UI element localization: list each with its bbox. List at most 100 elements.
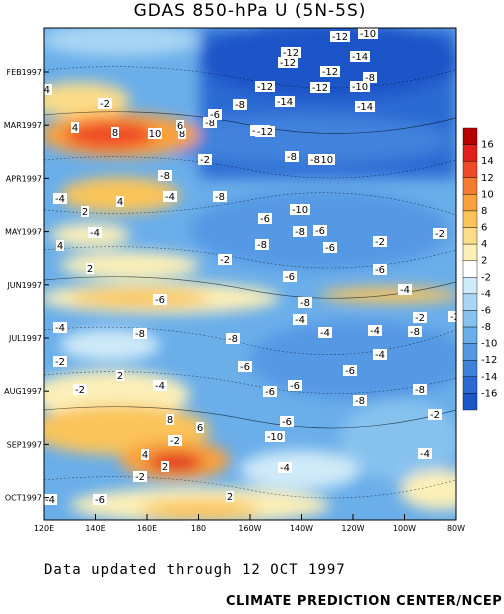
contour-label: -4 [53,322,67,334]
contour-label-box [358,28,378,39]
contour-label-box [213,191,227,202]
x-tick-label: 160W [238,524,261,533]
contour-label: -4 [53,193,67,205]
contour-label-text: -8 [287,152,297,163]
contour-label-text: -2 [135,472,145,483]
contour-label: -4 [318,327,332,339]
contour-label-box [226,491,234,502]
contour-label-box [363,72,377,83]
contour-label-box [133,471,147,482]
contour-label-box [178,128,186,139]
contour-label-box [285,151,299,162]
colorbar-label: 12 [481,173,494,184]
colorbar-label: -6 [481,305,491,316]
contour-label: -10 [290,204,310,216]
contour-label-text: -4 [55,194,65,205]
contour-label-text: -8 [215,192,225,203]
contour-label: -12 [278,57,298,69]
contour-label-text: -10 [317,155,333,166]
colorbar-label: 16 [481,140,494,151]
contour-label-text: -10 [352,82,368,93]
contour-label-text: 4 [57,241,63,252]
contour-label-box [350,81,370,92]
contour-label-box [196,422,204,433]
contour-label-text: -8 [310,155,320,166]
contour-label: -2 [98,98,112,110]
contour-label-box [330,31,350,42]
colorbar-label: -10 [481,339,497,350]
data-updated-note: Data updated through 12 OCT 1997 [44,562,346,578]
contour-label-box [413,384,427,395]
contour-label-text: -8 [410,327,420,338]
contour-label-text: 8 [112,128,118,139]
contour-label-box [116,196,124,207]
contour-label-box [233,99,247,110]
y-tick-label: MAY1997 [5,228,42,237]
contour-label: 2 [226,491,234,503]
contour-label-box [318,327,332,338]
contour-label-box [353,395,367,406]
contour-label-text: -4 [375,350,385,361]
contour-label-text: -6 [290,381,300,392]
contour-label: -4 [368,325,382,337]
contour-label-text: -6 [315,226,325,237]
contour-label: -14 [355,101,375,113]
x-tick-label: 140W [290,524,313,533]
contour-label-text: -2 [55,357,65,368]
contour-label: -10 [315,154,335,166]
contour-label: 2 [86,263,94,275]
colorbar-swatch [462,360,478,378]
x-tick-label: 140E [85,524,105,533]
x-tick-label: 80W [447,524,465,533]
contour-label: -4 [293,314,307,326]
contour-label: -6 [283,271,297,283]
colorbar-label: 8 [481,206,487,217]
contour-label-box [281,47,301,58]
contour-label-box [161,461,169,472]
contour-label-text: -8 [228,334,238,345]
contour-label-box [278,462,292,473]
contour-label-text: -14 [357,102,373,113]
y-tick-label: MAR1997 [4,121,42,130]
x-tick-label: 160E [137,524,157,533]
contour-label-box [280,416,294,427]
y-tick-label: JUN1997 [6,281,42,290]
contour-label-box [355,101,375,112]
contour-label-text: -2 [220,255,230,266]
contour-label-box [313,225,327,236]
colorbar-label: -16 [481,388,497,399]
contour-label-box [93,494,107,505]
contour-label-box [218,254,232,265]
contour-label-text: -10 [267,432,283,443]
contour-label-box [226,333,240,344]
contour-label-text: -14 [352,52,368,63]
contour-label: -8 [363,72,377,84]
contour-label-text: -6 [95,495,105,506]
colorbar-label: -4 [481,289,491,300]
colorbar-swatch [462,243,478,261]
shaded-field: -12-10-12-12-14-12-10-8-12-12-14-14-12-8… [32,28,456,520]
contour-label-text: 4 [72,123,78,134]
contour-label: -8 [226,333,240,345]
colorbar-swatch [462,160,478,178]
contour-label: 8 [178,128,186,140]
contour-label: -8 [213,191,227,203]
colorbar-label: 6 [481,223,487,234]
contour-label-text: -8 [415,385,425,396]
contour-label: -4 [373,349,387,361]
y-axis: FEB1997 MAR1997 APR1997 MAY1997 JUN1997 JUL19… [4,68,49,503]
contour-label: -4 [88,227,102,239]
contour-label-box [433,228,447,239]
contour-label: -2 [433,228,447,240]
contour-label-text: -2 [200,155,210,166]
contour-label-text: 2 [32,300,38,311]
contour-label-box [288,380,302,391]
contour-label-box [315,154,335,165]
contour-label-text: -6 [345,366,355,377]
contour-label-box [116,370,124,381]
contour-label-box [298,297,312,308]
contour-label-text: 2 [162,462,168,473]
contour-label-text: -12 [257,82,273,93]
contour-label-text: -6 [210,110,220,121]
contour-label-box [111,127,119,138]
